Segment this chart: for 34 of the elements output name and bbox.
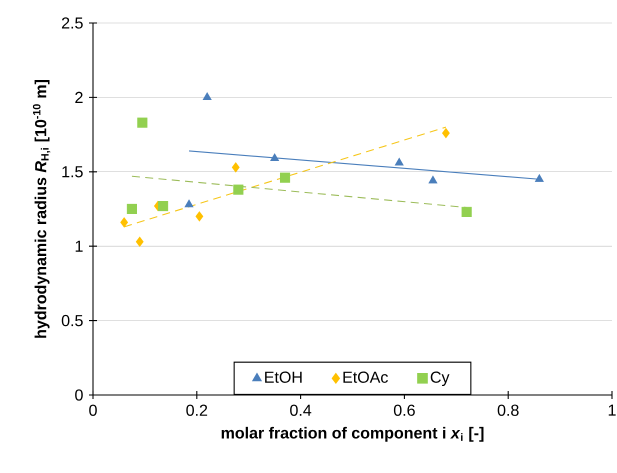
- x-tick-label: 1: [608, 404, 616, 416]
- x-axis-title: molar fraction of component i x$_{i}$ [-]: [222, 426, 484, 442]
- y-tick-label: 0: [75, 389, 83, 401]
- x-tick-label: 0.2: [186, 404, 208, 416]
- x-tick-label: 0.6: [394, 404, 415, 416]
- point: [442, 128, 450, 138]
- point: [534, 174, 544, 182]
- point: [280, 172, 290, 183]
- y-tick-label: 0.5: [62, 314, 83, 326]
- legend-label: EtOH: [265, 372, 302, 383]
- x-tick-label: 0: [89, 404, 97, 416]
- legend-label: Cy: [430, 372, 450, 386]
- y-tick-label: 1: [76, 240, 83, 252]
- point: [394, 158, 404, 166]
- point: [270, 153, 280, 162]
- point: [136, 236, 144, 247]
- y-axis-title: hydrodynamic radius R$_{H,i}$ [10$^{-10}$ m]: [32, 80, 50, 338]
- y-tick-label: 1.5: [62, 166, 83, 178]
- y-tick-label: 2.5: [62, 17, 83, 29]
- legend-label: EtOAc: [343, 372, 388, 383]
- point: [428, 176, 438, 184]
- point: [137, 118, 148, 128]
- point: [184, 199, 194, 208]
- point: [120, 217, 128, 228]
- point: [196, 211, 204, 222]
- point: [126, 204, 137, 214]
- point: [233, 184, 244, 195]
- x-tick-label: 0.4: [290, 404, 312, 416]
- y-tick-label: 2: [75, 92, 83, 103]
- point: [202, 92, 212, 100]
- point: [462, 206, 472, 218]
- point: [232, 162, 240, 172]
- x-tick-label: 0.8: [498, 404, 519, 416]
- point: [158, 200, 168, 212]
